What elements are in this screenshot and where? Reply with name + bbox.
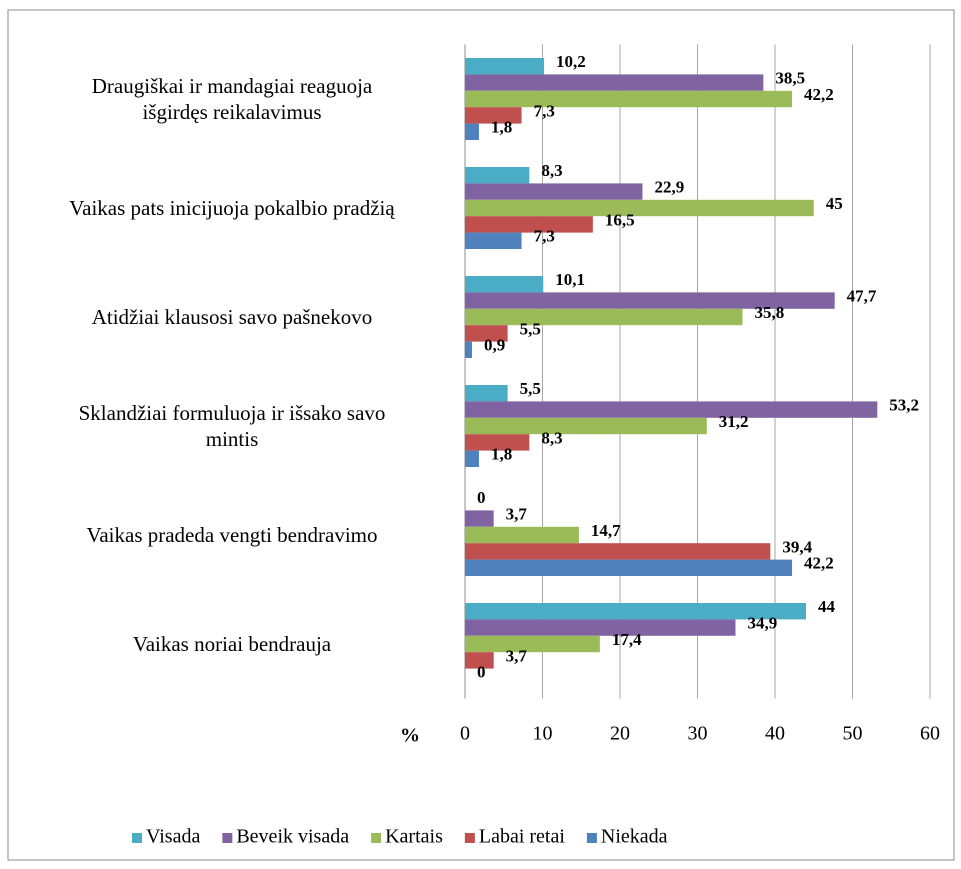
- data-label: 34,9: [747, 614, 777, 633]
- bar: [465, 74, 764, 91]
- y-tick-label: Draugiškai ir mandagiai reaguoja išgirdę…: [91, 74, 373, 124]
- bar: [465, 652, 494, 669]
- bar: [465, 58, 545, 75]
- data-label: 3,7: [506, 646, 528, 665]
- y-tick-label: Vaikas pats inicijuoja pokalbio pradžią: [69, 196, 395, 220]
- y-tick-label: Vaikas pradeda vengti bendravimo: [86, 523, 378, 547]
- x-axis-label: %: [400, 725, 420, 747]
- bar: [465, 107, 522, 124]
- data-label: 8,3: [541, 161, 562, 180]
- chart-border: [7, 9, 955, 861]
- legend-swatch: [371, 833, 382, 843]
- data-label: 42,2: [804, 554, 834, 573]
- data-label: 5,5: [520, 319, 541, 338]
- data-label: 16,5: [605, 210, 635, 229]
- y-tick-label: Atidžiai klausosi savo pašnekovo: [91, 305, 373, 329]
- bar: [465, 450, 479, 467]
- data-label: 31,2: [719, 412, 749, 431]
- data-label: 10,2: [556, 52, 586, 71]
- bar: [465, 216, 593, 233]
- bar: [465, 90, 793, 108]
- bar: [465, 385, 508, 402]
- data-label: 1,8: [491, 118, 512, 137]
- legend-label: Labai retai: [479, 826, 565, 848]
- data-label: 35,8: [754, 303, 784, 322]
- bar: [465, 417, 707, 435]
- data-label: 0,9: [484, 336, 505, 355]
- bar: [465, 276, 544, 293]
- data-label: 47,7: [847, 287, 877, 306]
- data-label: 10,1: [555, 270, 585, 289]
- bar: [465, 325, 508, 342]
- data-label: 39,4: [782, 537, 812, 556]
- y-tick-label: Vaikas noriai bendrauja: [132, 632, 332, 656]
- bar: [465, 167, 530, 184]
- data-label: 8,3: [541, 428, 562, 447]
- data-label: 14,7: [591, 521, 621, 540]
- x-tick-label: 60: [920, 723, 940, 745]
- bar: [465, 559, 793, 576]
- bar: [465, 603, 806, 620]
- y-tick-label: Sklandžiai formuluoja ir išsako savo min…: [78, 401, 386, 451]
- legend-swatch: [222, 833, 233, 843]
- legend-label: Kartais: [385, 826, 443, 848]
- legend-swatch: [132, 833, 142, 843]
- bar: [465, 434, 530, 451]
- data-label: 3,7: [506, 505, 528, 524]
- data-label: 7,3: [534, 101, 555, 120]
- legend-swatch: [586, 833, 597, 843]
- bar: [465, 232, 522, 249]
- bar: [465, 543, 771, 560]
- bar: [465, 199, 814, 217]
- bar: [465, 635, 600, 653]
- bar: [465, 123, 479, 140]
- x-tick-label: 20: [610, 723, 630, 745]
- x-tick-label: 0: [460, 723, 470, 745]
- legend-swatch: [464, 833, 475, 843]
- data-label: 44: [818, 597, 836, 616]
- legend-label: Visada: [146, 826, 200, 848]
- bar: [465, 292, 835, 309]
- data-label: 42,2: [804, 85, 834, 104]
- bar: [465, 619, 736, 636]
- x-tick-label: 50: [843, 723, 863, 745]
- data-label: 38,5: [775, 69, 805, 88]
- bar: [465, 308, 743, 326]
- data-label: 53,2: [889, 396, 919, 415]
- data-label: 45: [826, 194, 843, 213]
- data-label: 5,5: [520, 379, 541, 398]
- data-label: 22,9: [654, 178, 684, 197]
- data-label: 17,4: [612, 630, 642, 649]
- bar: [465, 510, 494, 527]
- x-tick-label: 40: [765, 723, 785, 745]
- legend-label: Beveik visada: [236, 826, 349, 848]
- legend-label: Niekada: [601, 826, 668, 848]
- bar: [465, 183, 643, 200]
- data-label: 7,3: [534, 227, 555, 246]
- data-label: 1,8: [491, 445, 512, 464]
- bar: [465, 401, 878, 418]
- bar: [465, 341, 472, 358]
- data-label: 0: [477, 488, 486, 507]
- x-tick-label: 10: [533, 723, 553, 745]
- data-label: 0: [477, 663, 486, 682]
- x-tick-label: 30: [688, 723, 708, 745]
- bar: [465, 526, 579, 544]
